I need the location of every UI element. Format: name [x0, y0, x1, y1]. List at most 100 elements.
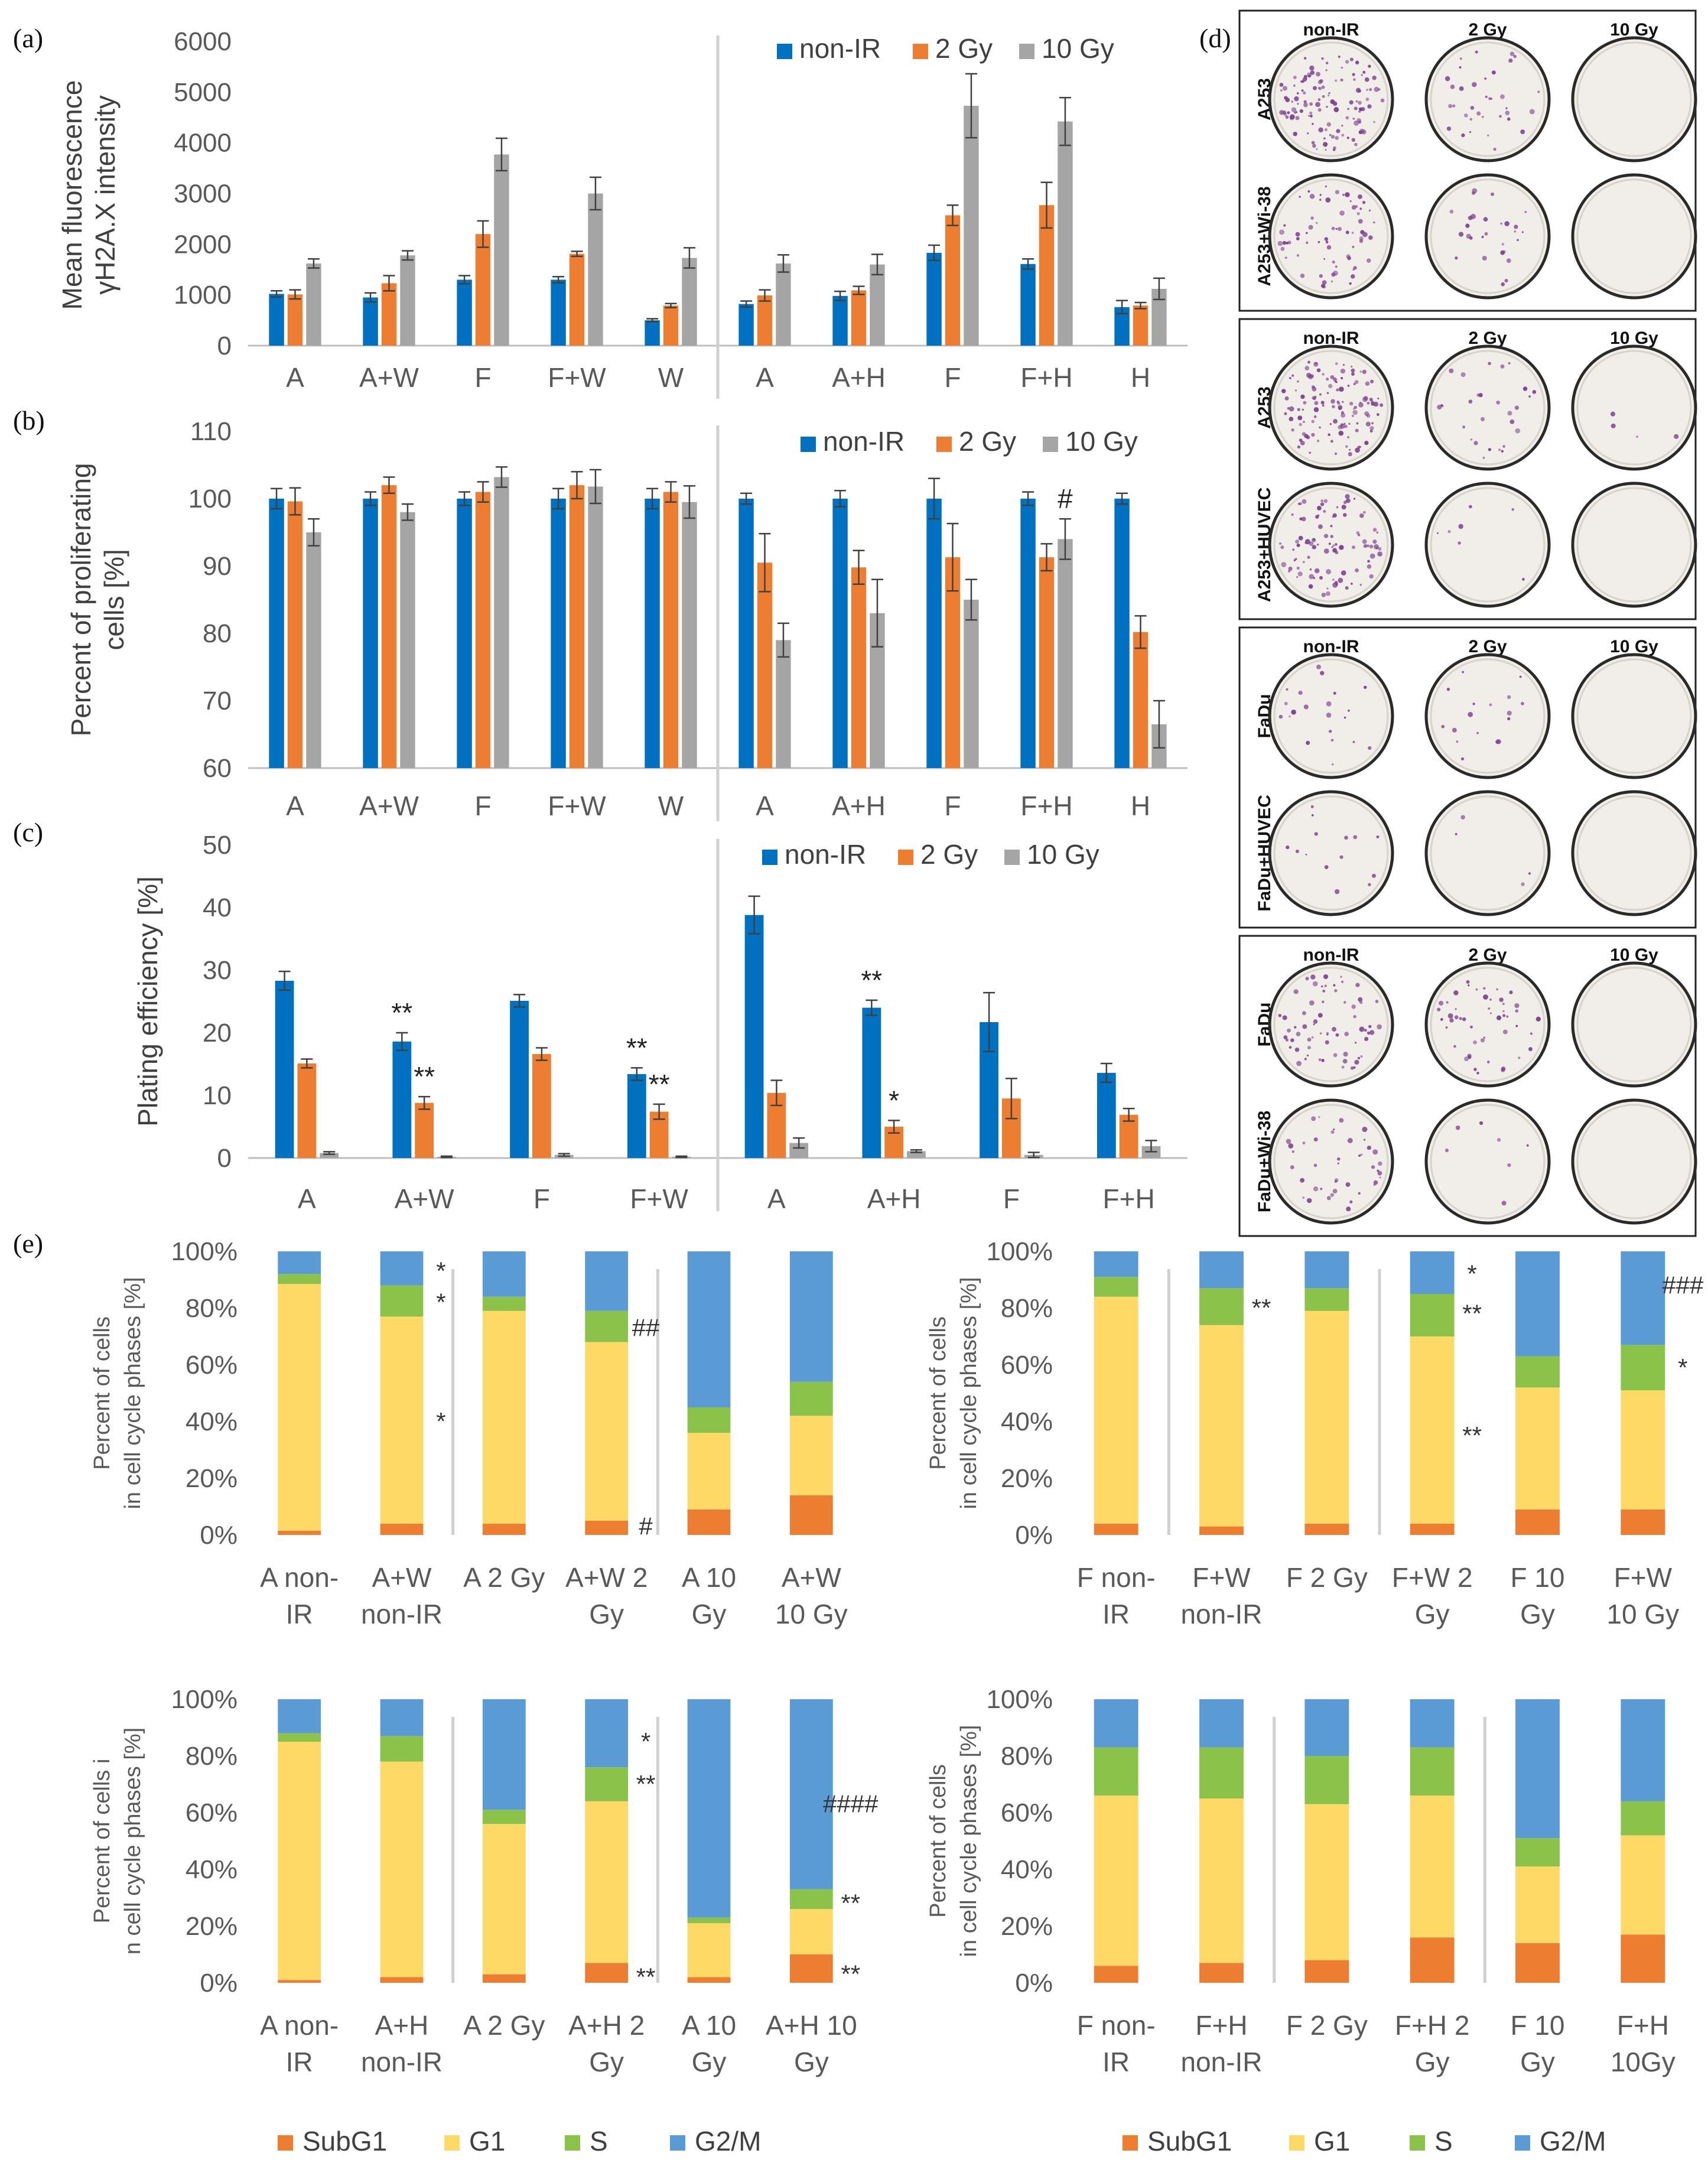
error-bar	[740, 492, 753, 505]
colony	[1359, 584, 1362, 586]
x-tick-label: IR	[1102, 2047, 1130, 2077]
error-bar	[1145, 1140, 1157, 1153]
error-bar	[571, 471, 583, 500]
colony	[1329, 134, 1332, 136]
colony	[1468, 505, 1472, 509]
y-axis-label: Plating efficiency [%]	[132, 876, 163, 1127]
bar-non-ir	[832, 295, 848, 346]
colony	[1379, 1176, 1381, 1179]
plate-dish	[1268, 1098, 1394, 1225]
colony	[1336, 129, 1341, 134]
plate-dish	[1571, 653, 1697, 779]
colony	[1329, 423, 1332, 425]
bar-segment-g2m	[789, 1699, 833, 1889]
y-axis-label: Percent of proliferating cells [%]	[66, 463, 129, 737]
x-tick-label: A+H 2	[568, 2010, 645, 2041]
colony	[1377, 1024, 1382, 1030]
colony	[1335, 227, 1338, 230]
colony	[1302, 408, 1304, 411]
colony	[1472, 191, 1475, 195]
bar-segment-s	[278, 1733, 321, 1742]
x-tick-label: A+W	[359, 362, 419, 393]
legend-label: G2/M	[695, 2126, 761, 2157]
colony	[1300, 80, 1303, 83]
bar-segment-subg1	[585, 1963, 629, 1983]
y-axis-label-line: in cell cycle phases [%]	[957, 1725, 981, 1957]
colony	[1355, 983, 1360, 987]
colony	[1341, 1065, 1345, 1069]
y-tick-label: 100%	[986, 1237, 1053, 1266]
colony	[1500, 250, 1505, 255]
bar-segment-g2m	[1199, 1699, 1244, 1748]
colony	[1322, 404, 1325, 407]
plate-rim	[1273, 795, 1389, 911]
colony	[1330, 440, 1333, 443]
colony	[1501, 450, 1504, 453]
x-tick-label: F+W	[1192, 1562, 1251, 1593]
colony	[1341, 980, 1344, 983]
x-tick-label: Gy	[1520, 2047, 1555, 2077]
colony	[1489, 1012, 1492, 1014]
y-tick-label: 40%	[1001, 1407, 1053, 1436]
bar-segment-subg1	[278, 1980, 321, 1983]
colony	[1367, 1031, 1370, 1035]
y-tick-label: 4000	[174, 129, 232, 158]
colony	[1464, 113, 1468, 118]
x-tick-label: F+H 2	[1395, 2010, 1470, 2041]
colony	[1475, 50, 1478, 54]
colony	[1349, 401, 1354, 406]
colony	[1326, 245, 1332, 250]
bar-segment-s	[585, 1767, 629, 1801]
colony	[1295, 850, 1299, 854]
x-tick-label: F non-	[1077, 1562, 1156, 1593]
bar-segment-subg1	[1621, 1934, 1665, 1983]
colony	[1306, 1054, 1309, 1057]
bar-2gy	[851, 567, 867, 768]
error-bar	[1134, 615, 1147, 649]
bar-segment-g1	[1410, 1796, 1455, 1938]
colony	[1345, 1182, 1351, 1187]
colony	[1280, 246, 1285, 251]
colony	[1301, 516, 1306, 522]
bar-segment-g2m	[1621, 1251, 1665, 1345]
colony	[1455, 256, 1458, 260]
error-bar	[740, 300, 753, 308]
error-bar	[558, 1153, 570, 1157]
colony	[1287, 1028, 1291, 1033]
colony	[1330, 535, 1333, 538]
colony	[1339, 210, 1345, 216]
plate-dish	[1571, 36, 1697, 162]
plate-rim	[1430, 1104, 1546, 1219]
colony	[1313, 1163, 1317, 1167]
x-tick-label: non-IR	[361, 2047, 443, 2077]
colony	[1292, 548, 1295, 551]
bar-segment-g2m	[1094, 1251, 1138, 1277]
colony	[1286, 1139, 1291, 1144]
colony	[1335, 583, 1338, 586]
error-bar	[683, 485, 695, 519]
colony	[1309, 1000, 1315, 1006]
colony	[1505, 110, 1510, 116]
colony	[1317, 87, 1320, 89]
plate-rim	[1576, 41, 1692, 157]
colony	[1330, 1130, 1335, 1134]
colony	[1373, 121, 1375, 123]
plate-dish	[1424, 482, 1551, 608]
colony	[1300, 274, 1305, 278]
error-bar	[1040, 181, 1053, 229]
x-tick-label: F+W	[548, 791, 606, 821]
error-bar	[301, 1058, 313, 1069]
colony	[1354, 1059, 1359, 1065]
colony	[1322, 95, 1325, 98]
error-bar	[871, 253, 883, 276]
colony	[1291, 428, 1294, 432]
colony	[1459, 66, 1462, 69]
colony	[1359, 445, 1361, 448]
colony	[1511, 508, 1514, 511]
colony	[1498, 448, 1501, 451]
bar-segment-subg1	[1304, 1523, 1349, 1535]
colony	[1310, 216, 1314, 220]
bar-segment-subg1	[1199, 1526, 1244, 1535]
plate-column-label: 2 Gy	[1468, 637, 1507, 656]
